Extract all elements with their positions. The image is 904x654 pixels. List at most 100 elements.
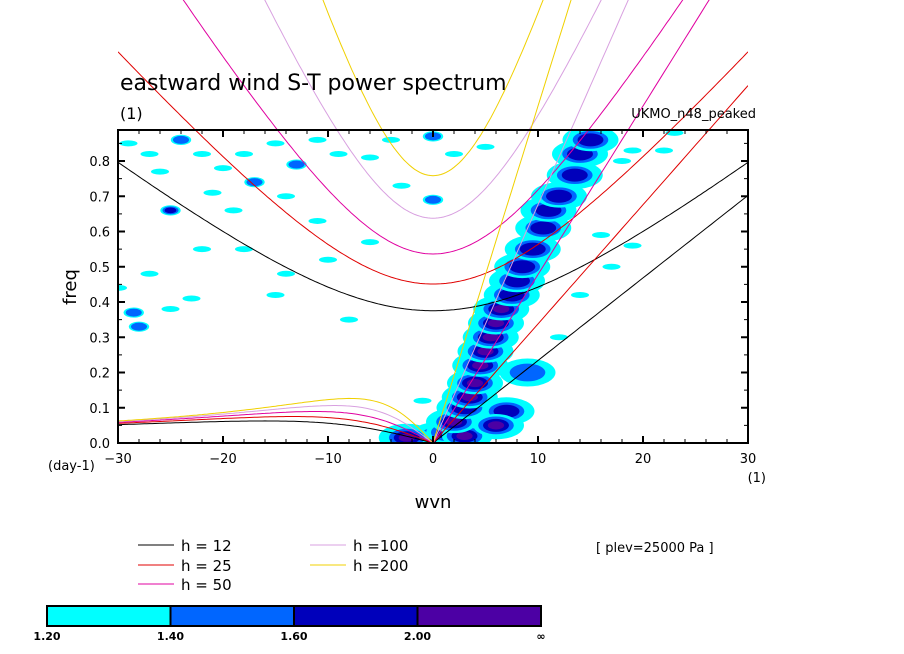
dataset-label: UKMO_n48_peaked — [631, 107, 756, 122]
y-tick-label: 0.2 — [89, 367, 110, 382]
spectrum-blob — [382, 136, 400, 143]
spectrum-blob — [361, 154, 379, 161]
level-note: [ plev=25000 Pa ] — [596, 541, 714, 556]
kelvin-curve — [432, 195, 748, 443]
spectrum-blob — [613, 158, 631, 165]
inertia-gravity-curve — [118, 51, 748, 285]
colorbar: 1.20 1.40 1.60 2.00 ∞ — [33, 605, 546, 643]
y-tick-label: 0.0 — [89, 437, 110, 452]
spectrum-blob — [319, 256, 337, 263]
spectrum-blob — [193, 246, 211, 253]
x-axis: −30 −20 −10 0 10 20 30 — [104, 130, 756, 467]
spectrum-blob — [413, 397, 432, 404]
y-units-label: (day-1) — [48, 459, 95, 474]
spectrum-blob — [277, 193, 295, 200]
colorbar-segment — [293, 605, 419, 627]
y-tick-label: 0.7 — [89, 190, 110, 205]
y-tick-label: 0.3 — [89, 331, 110, 346]
y-tick-label: 0.1 — [89, 402, 110, 417]
spectrum-blob — [623, 242, 642, 249]
spectrum-level-4 — [482, 333, 499, 342]
spectrum-level-3 — [546, 189, 572, 203]
legend-label: h = 50 — [181, 576, 232, 594]
rossby-curve — [118, 416, 434, 443]
spectrum-blob — [214, 165, 232, 172]
spectrum-blob — [445, 150, 463, 157]
spectrum-blob — [235, 246, 253, 253]
x-tick-label: −30 — [104, 452, 131, 467]
spectrum-blob — [665, 130, 684, 136]
spectrum-level-2 — [246, 178, 263, 187]
spectrum-blob — [118, 284, 127, 291]
colorbar-label: 2.00 — [404, 630, 431, 643]
x-tick-label: −20 — [209, 452, 236, 467]
spectrum-blob — [550, 334, 568, 341]
colorbar-label: ∞ — [536, 630, 545, 643]
spectrum-blob — [193, 150, 211, 157]
spectrum-blob — [235, 150, 253, 157]
spectrum-level-3 — [577, 133, 604, 147]
spectrum-level-4 — [477, 347, 494, 356]
legend-label: h =100 — [353, 537, 408, 555]
inertia-gravity-curve — [264, 0, 602, 219]
kelvin-curve — [432, 0, 629, 443]
spectrum-blob — [655, 147, 673, 154]
spectrum-level-3 — [509, 260, 536, 274]
spectrum-level-4 — [456, 431, 473, 441]
spectrum-blob — [308, 136, 327, 143]
spectrum-blob — [623, 147, 642, 154]
kelvin-curve — [432, 0, 572, 443]
spectrum-level-4 — [487, 319, 505, 328]
spectrum-level-4 — [472, 361, 489, 370]
spectrum-blob — [224, 207, 243, 214]
spectrum-blob — [161, 306, 180, 313]
spectrum-blob — [140, 270, 159, 277]
x-tick-label: −10 — [314, 452, 341, 467]
spectrum-blob — [203, 189, 222, 196]
rossby-curve — [118, 420, 434, 443]
rossby-curve — [118, 411, 434, 443]
plot-frame — [117, 129, 749, 444]
spectrum-blob — [361, 239, 379, 246]
x-axis-label: wvn — [415, 492, 452, 513]
x-tick-label: 10 — [530, 452, 547, 467]
chart-title: eastward wind S-T power spectrum — [120, 71, 507, 96]
spectrum-blob — [592, 232, 610, 239]
y-axis-label: freq — [60, 269, 81, 305]
spectrum-level-4 — [461, 393, 478, 402]
spectrum-blob — [329, 150, 348, 157]
title-units: (1) — [120, 104, 143, 123]
y-tick-label: 0.6 — [89, 226, 110, 241]
spectrum-level-4 — [487, 421, 505, 430]
inertia-gravity-curve — [182, 0, 684, 255]
spectrum-blob — [392, 182, 411, 189]
x-units-label: (1) — [748, 471, 766, 486]
y-tick-label: 0.8 — [89, 155, 110, 170]
x-tick-label: 0 — [429, 452, 437, 467]
legend-label: h = 25 — [181, 557, 232, 575]
spectrum-blob — [476, 143, 495, 150]
spectrum-level-3 — [164, 207, 177, 214]
y-axis: 0.0 0.1 0.2 0.3 0.4 0.5 0.6 0.7 0.8 — [89, 142, 748, 452]
dispersion-curves — [118, 0, 748, 443]
colorbar-segment — [416, 605, 542, 627]
inertia-gravity-curve — [118, 161, 748, 312]
rossby-curve — [118, 397, 434, 443]
spectrum-level-2 — [125, 308, 142, 317]
spectrum-level-4 — [466, 379, 484, 388]
legend: h = 12 h = 25h = 50 h =100 h =200 — [138, 537, 408, 594]
colorbar-segment — [169, 605, 295, 627]
x-tick-label: 20 — [635, 452, 652, 467]
inertia-gravity-curve — [322, 0, 544, 177]
spectrum-blob — [266, 291, 285, 298]
y-tick-label: 0.4 — [89, 296, 110, 311]
spectrum-blob — [602, 263, 621, 270]
rossby-curve — [118, 405, 434, 443]
spectrum-blob — [140, 150, 159, 157]
spectrum-blob — [119, 140, 138, 147]
spectrum-blob — [151, 168, 169, 175]
spectrum-level-2 — [424, 195, 442, 204]
spectrum-level-2 — [509, 363, 546, 382]
y-tick-label: 0.5 — [89, 261, 110, 276]
